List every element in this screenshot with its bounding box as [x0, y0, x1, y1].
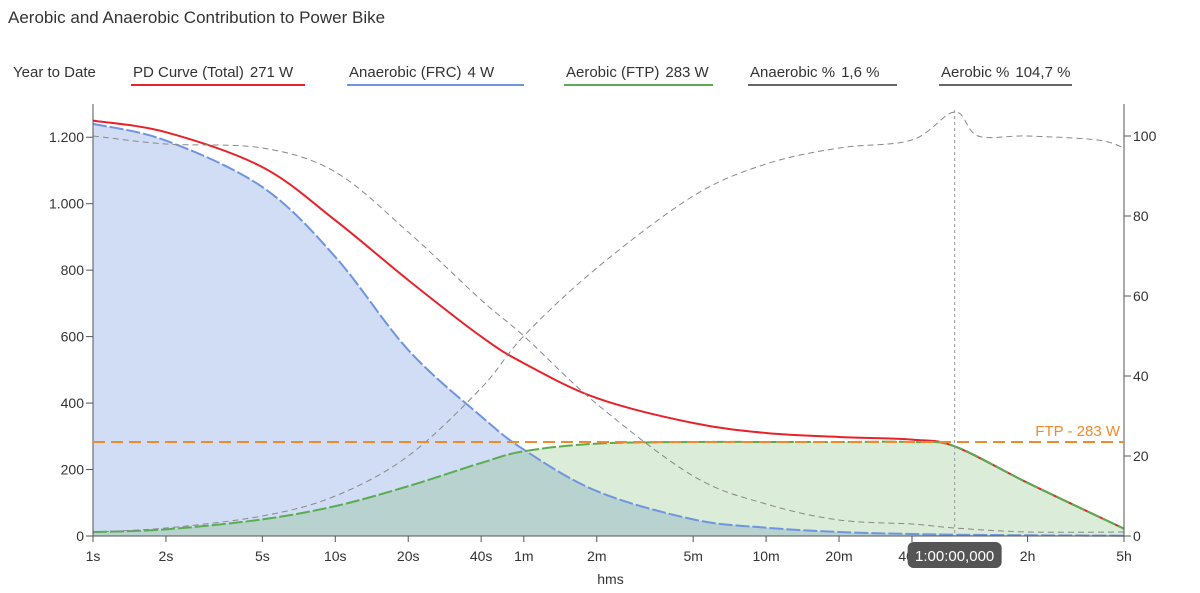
y-left-tick-label: 200	[61, 462, 85, 478]
legend-item-pd-curve[interactable]: PD Curve (Total) 271 W	[131, 64, 306, 86]
legend-value: 283 W	[665, 64, 709, 81]
legend-item-aerobic-ftp[interactable]: Aerobic (FTP) 283 W	[564, 64, 713, 86]
x-tick-label: 20s	[397, 548, 420, 564]
x-tick-label: 1s	[86, 548, 101, 564]
legend-swatch	[939, 84, 1073, 86]
cursor-tooltip-label: 1:00:00,000	[915, 548, 994, 565]
aerobic-area	[93, 441, 1124, 536]
legend-label: Anaerobic (FRC)	[349, 64, 462, 81]
legend-label: Aerobic (FTP)	[566, 64, 660, 81]
legend-item-anaerobic-pct[interactable]: Anaerobic % 1,6 %	[748, 64, 898, 86]
x-tick-label: 40s	[470, 548, 493, 564]
legend-swatch	[347, 84, 525, 86]
legend-value: 104,7 %	[1015, 64, 1071, 81]
legend-label: Anaerobic %	[750, 64, 836, 81]
x-tick-label: 5s	[255, 548, 270, 564]
y-right-tick-label: 60	[1133, 288, 1149, 304]
anaerobic-area	[93, 123, 1124, 537]
x-tick-label: 5h	[1116, 548, 1132, 564]
series-line-aerobic-ftp[interactable]	[92, 440, 1125, 533]
x-tick-label: 10s	[324, 548, 347, 564]
chart-title: Aerobic and Anaerobic Contribution to Po…	[8, 8, 386, 27]
x-tick-label: 2h	[1020, 548, 1036, 564]
legend-label: Aerobic %	[941, 64, 1010, 81]
x-tick-label: 1m	[514, 548, 533, 564]
y-left-tick-label: 400	[61, 395, 85, 411]
legend-period-label: Year to Date	[13, 64, 96, 81]
x-axis-title: hms	[597, 571, 623, 587]
x-tick-label: 2s	[159, 548, 174, 564]
legend-value: 1,6 %	[841, 64, 880, 81]
ftp-label: FTP - 283 W	[1035, 423, 1121, 440]
series-line-anaerobic[interactable]	[92, 135, 1125, 533]
series-line-anaerobic-frc[interactable]	[92, 122, 1125, 537]
y-left-tick-label: 1.000	[49, 196, 84, 212]
y-right-tick-label: 80	[1133, 208, 1149, 224]
legend-item-anaerobic-frc[interactable]: Anaerobic (FRC) 4 W	[347, 64, 525, 86]
y-left-tick-label: 0	[76, 528, 84, 544]
x-tick-label: 2m	[587, 548, 606, 564]
x-tick-label: 5m	[683, 548, 702, 564]
y-right-tick-label: 40	[1133, 368, 1149, 384]
legend-swatch	[131, 84, 306, 86]
cursor-tooltip	[907, 542, 1002, 568]
legend-period[interactable]: Year to Date	[13, 64, 96, 86]
legend-swatch	[748, 84, 898, 86]
y-left-tick-label: 600	[61, 329, 85, 345]
legend-swatch	[564, 84, 713, 86]
legend-value: 4 W	[467, 64, 495, 81]
x-tick-label: 10m	[752, 548, 779, 564]
y-right-tick-label: 100	[1133, 128, 1157, 144]
y-left-tick-label: 800	[61, 262, 85, 278]
y-right-tick-label: 20	[1133, 448, 1149, 464]
legend-label: PD Curve (Total)	[133, 64, 244, 81]
series-line-aerobic[interactable]	[92, 111, 1125, 533]
series-line-pd-curve-total[interactable]	[92, 119, 1125, 530]
legend-value: 271 W	[249, 64, 294, 81]
y-left-tick-label: 1.200	[49, 129, 84, 145]
y-right-tick-label: 0	[1133, 528, 1141, 544]
legend: Year to Date PD Curve (Total) 271 W Anaer…	[0, 64, 1200, 92]
legend-item-aerobic-pct[interactable]: Aerobic % 104,7 %	[939, 64, 1073, 86]
x-tick-label: 20m	[825, 548, 852, 564]
